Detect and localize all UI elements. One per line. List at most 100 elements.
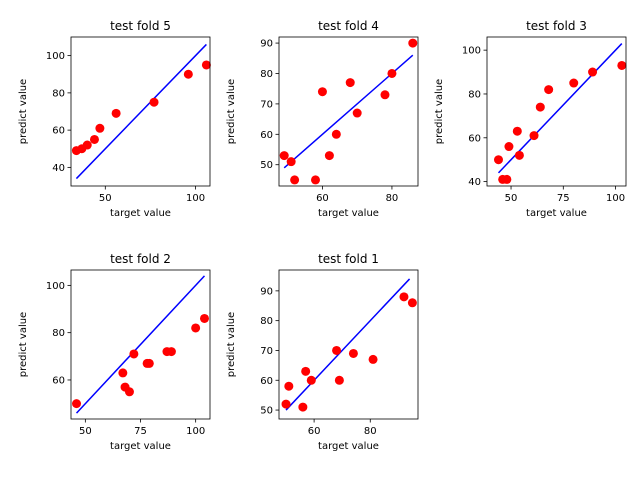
x-tick-label: 50 — [79, 426, 92, 437]
data-point — [331, 129, 341, 139]
y-tick-label: 60 — [260, 376, 273, 387]
data-point — [345, 78, 355, 88]
axes-frame — [70, 36, 211, 187]
subplot-title: test fold 3 — [526, 19, 587, 33]
subplot-5: 60 80 50 60 70 80 90 test fold 1 target value pre… — [226, 252, 419, 452]
data-point — [502, 174, 512, 184]
y-tick-label: 50 — [260, 160, 273, 171]
data-point — [408, 38, 418, 48]
x-axis-label: target value — [526, 208, 587, 219]
y-axis-label: predict value — [18, 79, 29, 144]
axes-frame — [278, 269, 419, 420]
data-point — [514, 150, 524, 160]
data-point — [380, 90, 390, 100]
data-point — [306, 375, 316, 385]
x-axis-label: target value — [110, 208, 171, 219]
axes-frame — [278, 36, 419, 187]
subplot-1: 50 100 40 60 80 100 test fold 5 target value pre… — [18, 19, 211, 219]
data-point — [529, 131, 539, 141]
x-axis-label: target value — [318, 208, 379, 219]
x-tick-label: 60 — [316, 193, 329, 204]
data-point — [334, 375, 344, 385]
y-tick-label: 90 — [260, 39, 273, 50]
subplot-title: test fold 5 — [110, 19, 171, 33]
data-point — [281, 399, 291, 409]
x-tick-label: 80 — [364, 426, 377, 437]
data-point — [317, 87, 327, 97]
x-axis-label: target value — [110, 441, 171, 452]
data-point — [199, 313, 209, 323]
y-tick-label: 100 — [462, 46, 481, 57]
data-point — [298, 402, 308, 412]
data-point — [89, 134, 99, 144]
y-axis-label: predict value — [226, 79, 237, 144]
subplot-title: test fold 2 — [110, 252, 171, 266]
y-tick-label: 60 — [468, 133, 481, 144]
y-tick-label: 60 — [260, 130, 273, 141]
x-tick-label: 100 — [186, 193, 205, 204]
y-tick-label: 100 — [46, 51, 65, 62]
x-tick-label: 100 — [186, 426, 205, 437]
data-point — [399, 292, 409, 302]
data-point — [387, 68, 397, 78]
y-tick-label: 50 — [260, 406, 273, 417]
data-point — [201, 60, 211, 70]
data-point — [324, 151, 334, 161]
data-point — [129, 349, 139, 359]
data-point — [72, 399, 82, 409]
x-tick-label: 50 — [99, 193, 112, 204]
data-point — [183, 69, 193, 79]
y-axis-label: predict value — [434, 79, 445, 144]
data-point — [286, 157, 296, 167]
x-tick-label: 75 — [134, 426, 147, 437]
data-point — [166, 347, 176, 357]
fit-line — [75, 43, 207, 180]
y-tick-label: 90 — [260, 286, 273, 297]
data-point — [569, 78, 579, 88]
y-tick-label: 80 — [260, 69, 273, 80]
x-tick-label: 80 — [386, 193, 399, 204]
data-point — [191, 323, 201, 333]
x-tick-label: 50 — [505, 193, 518, 204]
y-tick-label: 80 — [260, 316, 273, 327]
data-point — [279, 151, 289, 161]
y-tick-label: 80 — [468, 89, 481, 100]
y-tick-label: 70 — [260, 99, 273, 110]
x-tick-label: 75 — [557, 193, 570, 204]
data-point — [149, 97, 159, 107]
y-tick-label: 40 — [468, 177, 481, 188]
x-axis-label: target value — [318, 441, 379, 452]
data-point — [332, 345, 342, 355]
data-point — [310, 175, 320, 185]
data-point — [588, 67, 598, 77]
data-point — [290, 175, 300, 185]
subplot-4: 50 75 100 60 80 100 test fold 2 target value pre… — [18, 252, 211, 452]
subplot-title: test fold 4 — [318, 19, 379, 33]
y-tick-label: 80 — [52, 328, 65, 339]
data-point — [301, 366, 311, 376]
subplot-title: test fold 1 — [318, 252, 379, 266]
x-tick-label: 60 — [308, 426, 321, 437]
y-tick-label: 60 — [52, 375, 65, 386]
data-point — [512, 126, 522, 136]
data-point — [407, 298, 417, 308]
data-point — [544, 85, 554, 95]
data-point — [124, 387, 134, 397]
data-point — [284, 381, 294, 391]
axes-frame — [486, 36, 627, 187]
data-point — [118, 368, 128, 378]
y-tick-label: 60 — [52, 126, 65, 137]
y-axis-label: predict value — [18, 312, 29, 377]
data-point — [493, 155, 503, 165]
fit-line — [75, 275, 206, 414]
data-point — [352, 108, 362, 118]
x-tick-label: 100 — [606, 193, 625, 204]
y-tick-label: 100 — [46, 281, 65, 292]
data-point — [535, 102, 545, 112]
data-point — [617, 60, 627, 70]
fit-line — [285, 278, 411, 411]
data-point — [368, 354, 378, 364]
y-tick-label: 70 — [260, 346, 273, 357]
subplot-2: 60 80 50 60 70 80 90 test fold 4 target value pre… — [226, 19, 419, 219]
